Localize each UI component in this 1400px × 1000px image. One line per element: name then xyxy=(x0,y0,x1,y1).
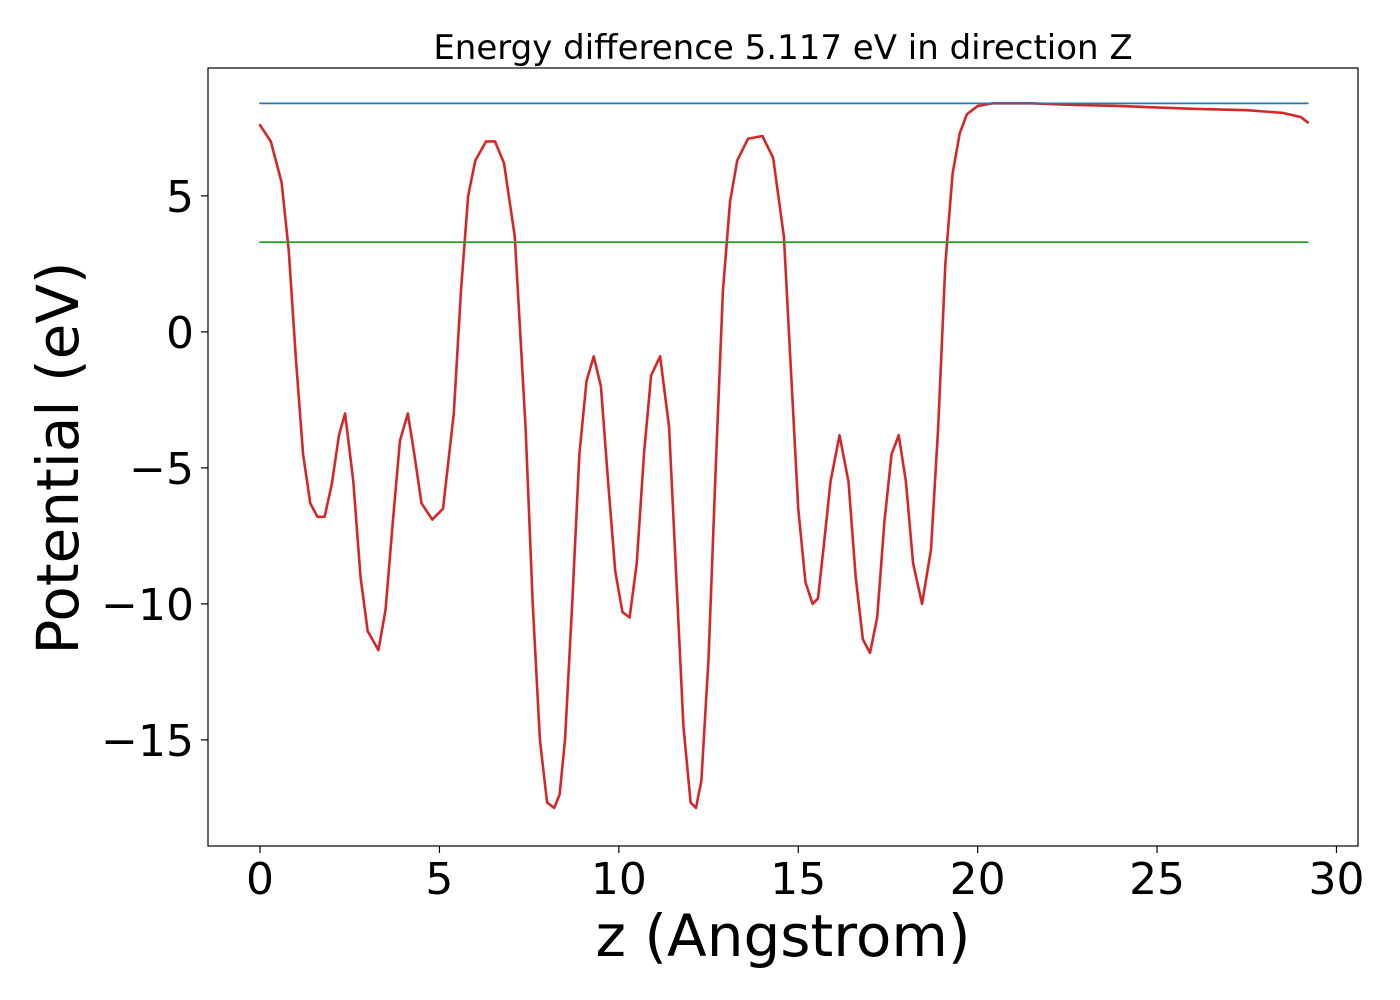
potential-series-line xyxy=(258,102,1310,810)
x-axis-label: z (Angstrom) xyxy=(596,902,971,970)
plot-area: 0 5 10 15 20 25 30 5 0 −5 −10 −15 xyxy=(101,67,1364,905)
x-tick-label: 10 xyxy=(591,854,647,905)
plot-frame xyxy=(207,67,1359,847)
y-tick-label: 5 xyxy=(166,172,194,223)
y-tick-label: −10 xyxy=(101,580,194,631)
x-tick-label: 25 xyxy=(1129,854,1185,905)
x-tick-label: 5 xyxy=(425,854,453,905)
y-tick-label: −15 xyxy=(101,716,194,767)
x-tick-label: 15 xyxy=(770,854,826,905)
y-tick-label: 0 xyxy=(166,308,194,359)
x-tick-label: 20 xyxy=(950,854,1006,905)
x-tick-label: 0 xyxy=(246,854,274,905)
x-tick-label: 30 xyxy=(1308,854,1364,905)
y-tick-label: −5 xyxy=(129,444,194,495)
chart-title: Energy difference 5.117 eV in direction … xyxy=(433,28,1132,68)
y-axis-label: Potential (eV) xyxy=(24,261,92,654)
